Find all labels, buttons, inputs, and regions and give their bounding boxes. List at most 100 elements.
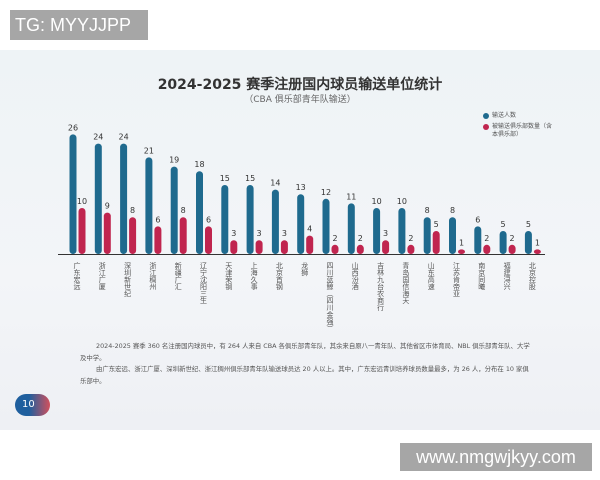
data-label: 18 — [194, 160, 204, 169]
bar-players — [120, 143, 128, 254]
category-label: 龙狮 — [301, 261, 309, 277]
category-label: 江苏肯帝亚 — [453, 262, 461, 297]
bar-players — [271, 189, 279, 254]
bar-clubs — [533, 249, 541, 254]
watermark: www.nmgwjkyy.com — [400, 443, 592, 471]
legend-item-clubs: 被输送俱乐部数量（含本俱乐部） — [483, 123, 552, 139]
category-label: 广东宏远 — [73, 261, 81, 291]
bar-clubs — [179, 217, 187, 254]
data-label: 9 — [105, 202, 110, 211]
data-label: 6 — [206, 215, 211, 224]
bar-clubs — [280, 240, 288, 254]
category-label: 青岛国信海天 — [402, 261, 410, 305]
data-label: 5 — [501, 220, 506, 229]
bar-clubs — [382, 240, 390, 254]
data-label: 24 — [119, 133, 129, 142]
bar-players — [373, 208, 381, 254]
bar-clubs — [230, 240, 238, 254]
category-label: 福建浔兴 — [503, 261, 511, 291]
legend-swatch-players — [483, 113, 489, 119]
bar-clubs — [103, 212, 111, 254]
data-label: 3 — [383, 229, 388, 238]
category-label: 新疆广汇 — [174, 261, 182, 290]
bar-players — [297, 194, 305, 254]
bar-players — [221, 185, 229, 254]
bar-clubs — [154, 226, 162, 254]
bar-players — [524, 231, 532, 254]
category-label: 四川蓝鲸（四川金强） — [326, 262, 334, 332]
category-label: 浙江稠州 — [149, 261, 157, 290]
data-label: 26 — [68, 123, 78, 132]
bar-clubs — [508, 244, 516, 254]
chart-subtitle: （CBA 俱乐部青年队输送） — [244, 95, 356, 105]
data-label: 2 — [484, 234, 489, 243]
data-label: 1 — [535, 238, 540, 247]
category-label: 山西汾酒 — [351, 261, 359, 291]
data-label: 21 — [144, 146, 154, 155]
bar-players — [94, 143, 102, 254]
bar-clubs — [432, 231, 440, 254]
legend-item-players: 输送人数 — [483, 112, 552, 120]
chart-title: 2024-2025 赛季注册国内球员输送单位统计 — [157, 77, 443, 93]
data-label: 10 — [397, 197, 407, 206]
bar-clubs — [407, 244, 415, 254]
category-label: 山东高速 — [427, 261, 435, 291]
data-label: 12 — [321, 188, 331, 197]
category-label: 上海久事 — [250, 261, 258, 290]
data-label: 13 — [296, 183, 306, 192]
data-label: 15 — [220, 174, 230, 183]
category-label: 深圳新世纪 — [124, 261, 132, 297]
data-label: 5 — [526, 220, 531, 229]
data-label: 2 — [332, 234, 337, 243]
data-label: 3 — [231, 229, 236, 238]
category-label: 天津荣钢 — [225, 262, 233, 291]
category-label: 辽宁沈阳三生 — [200, 262, 208, 304]
data-label: 4 — [307, 225, 312, 234]
data-label: 1 — [459, 238, 464, 247]
page-number-badge: 10 — [15, 394, 50, 416]
bar-players — [499, 231, 507, 254]
data-label: 19 — [169, 156, 179, 165]
data-label: 2 — [358, 234, 363, 243]
data-label: 10 — [372, 197, 382, 206]
data-label: 24 — [93, 133, 103, 142]
bar-chart: 2610广东宏远249浙江广厦248深圳新世纪216浙江稠州198新疆广汇186… — [58, 123, 545, 332]
data-label: 14 — [270, 179, 280, 188]
data-label: 10 — [77, 197, 87, 206]
data-label: 8 — [425, 206, 430, 215]
legend-label-players: 输送人数 — [492, 112, 517, 119]
paragraph-1: 2024-2025 赛季 360 名注册国内球员中，有 264 人来自 CBA … — [80, 342, 530, 362]
chart-legend: 输送人数 被输送俱乐部数量（含本俱乐部） — [483, 112, 552, 142]
data-label: 8 — [130, 206, 135, 215]
data-label: 3 — [257, 229, 262, 238]
bar-clubs — [306, 235, 314, 254]
bar-clubs — [255, 240, 263, 254]
bar-players — [398, 208, 406, 254]
bar-players — [322, 198, 330, 254]
bar-players — [423, 217, 431, 254]
data-label: 6 — [155, 215, 160, 224]
category-label: 北京控股 — [528, 262, 536, 291]
bar-clubs — [205, 226, 212, 254]
bar-clubs — [458, 249, 465, 254]
category-label: 浙江广厦 — [98, 261, 106, 290]
bar-clubs — [331, 244, 339, 254]
bar-clubs — [78, 208, 86, 254]
bar-clubs — [356, 244, 364, 254]
category-label: 北京首钢 — [275, 262, 283, 291]
data-label: 5 — [434, 220, 439, 229]
data-label: 6 — [475, 215, 480, 224]
data-label: 3 — [282, 229, 287, 238]
data-label: 11 — [346, 192, 356, 201]
bar-clubs — [129, 217, 137, 254]
data-label: 2 — [510, 234, 515, 243]
bar-players — [170, 166, 178, 254]
bar-players — [145, 157, 153, 254]
data-label: 15 — [245, 174, 255, 183]
legend-label-clubs: 被输送俱乐部数量（含本俱乐部） — [492, 123, 553, 138]
legend-swatch-clubs — [483, 124, 489, 130]
bar-players — [474, 226, 482, 254]
description-text: 2024-2025 赛季 360 名注册国内球员中，有 264 人来自 CBA … — [80, 341, 535, 387]
category-label: 南京同曦 — [478, 261, 486, 291]
paragraph-2: 由广东宏远、浙江广厦、深圳新世纪、浙江稠州俱乐部青年队输送球员达 20 人以上。… — [80, 365, 529, 385]
